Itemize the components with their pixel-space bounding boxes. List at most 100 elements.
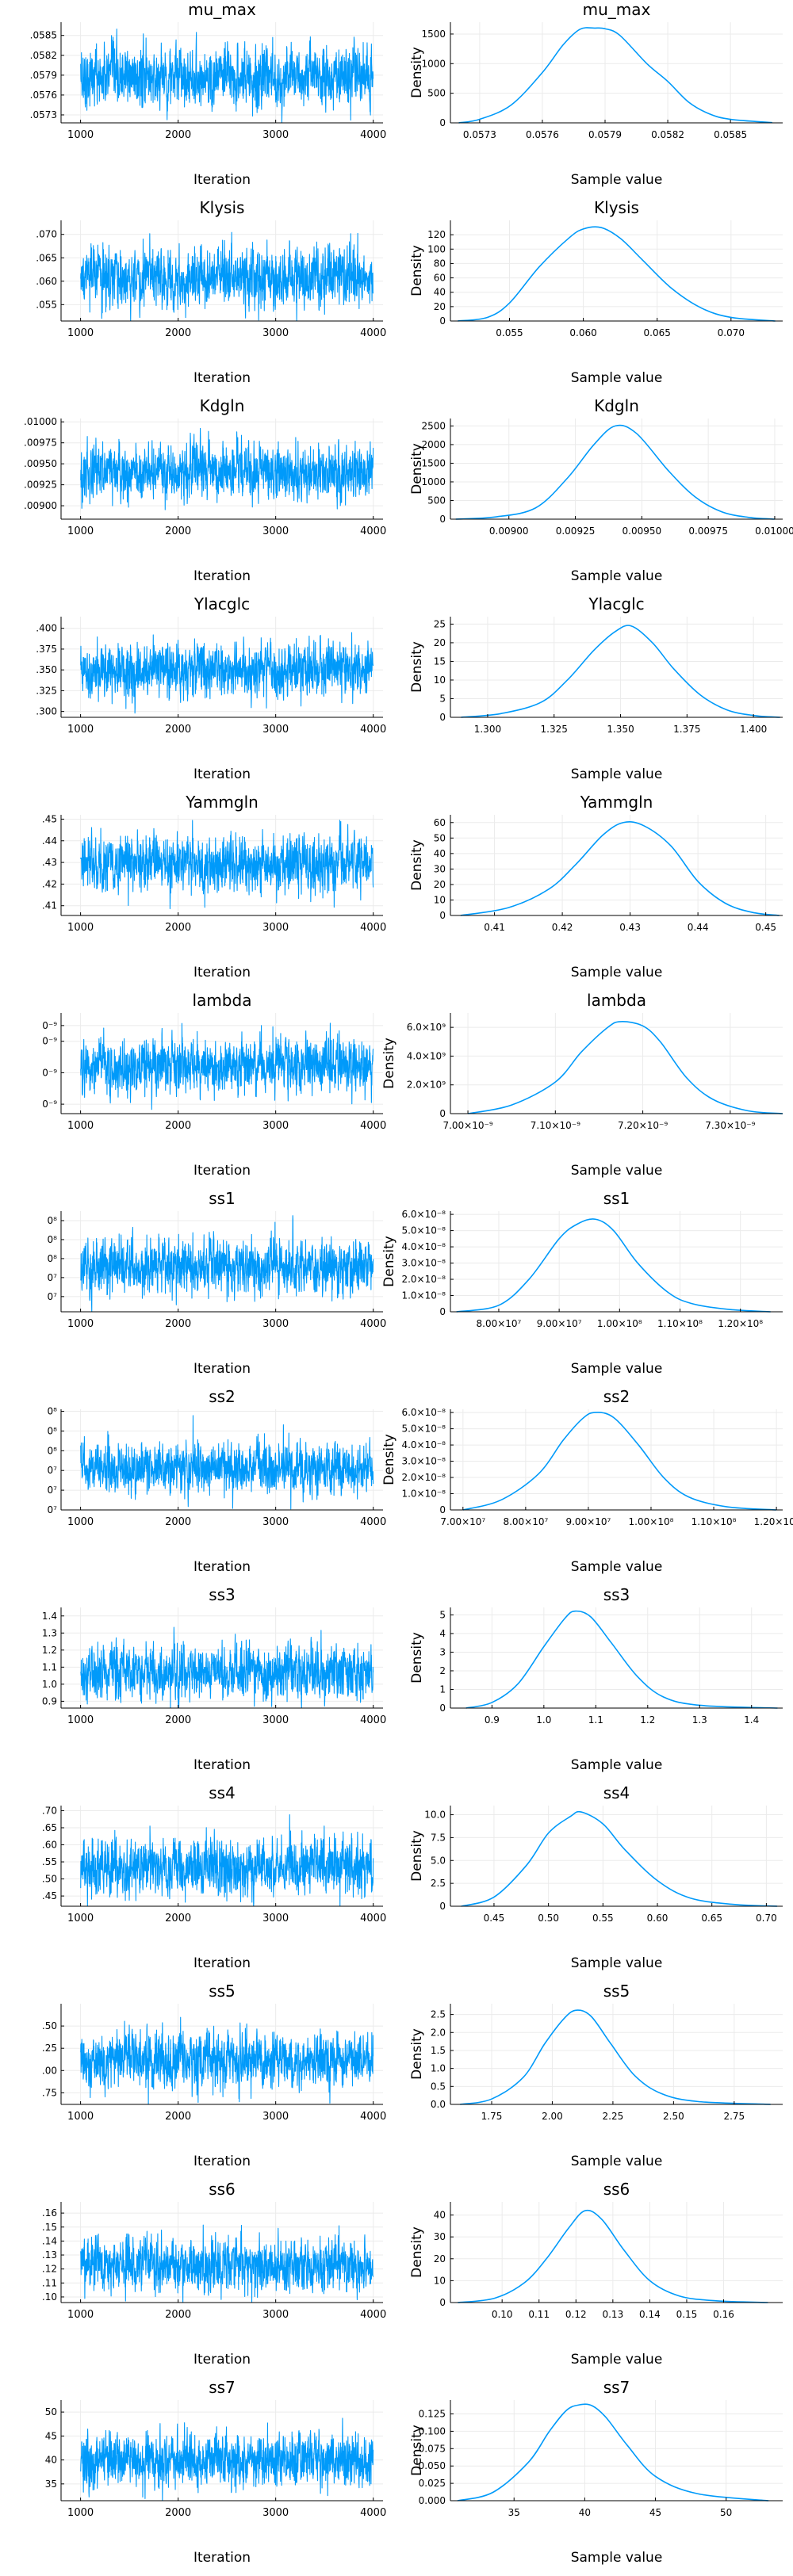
trace-x-axis-label: Iteration: [193, 370, 251, 386]
trace-x-tick-label: 2000: [165, 922, 191, 934]
trace-y-tick-label: 40: [45, 2455, 57, 2466]
trace-y-tick-label: .00900: [24, 500, 57, 511]
trace-x-tick-label: 2000: [165, 129, 191, 141]
density-x-tick-label: 9.00×10⁷: [565, 1516, 611, 1527]
trace-series-line: [80, 29, 374, 124]
density-x-tick-label: 1.375: [673, 724, 700, 735]
density-y-tick-label: 0.075: [419, 2443, 446, 2454]
trace-y-tick-label: .14: [42, 2235, 57, 2246]
density-x-tick-label: 0.01000: [755, 526, 793, 537]
density-y-tick-label: 0: [439, 910, 446, 921]
density-series-line: [465, 1610, 778, 1709]
density-y-axis-label: Density: [409, 47, 425, 98]
chart-row-ylacglc: Ylacglc 1000 2000 3000 4000 .300 .325 .350 .375.…: [36, 594, 783, 782]
trace-y-tick-label: .00975: [24, 438, 57, 449]
trace-x-tick-label: 4000: [360, 2507, 386, 2519]
density-x-tick-label: 0.60: [647, 1913, 668, 1924]
trace-y-tick-label: 0⁸: [48, 1253, 58, 1264]
trace-y-tick-label: .0576: [30, 90, 57, 101]
density-x-tick-label: 1.00×10⁸: [629, 1516, 674, 1527]
trace-x-axis-label: Iteration: [193, 766, 251, 782]
chart-row-ss5: ss5 1000 2000 3000 4000 .75 .00 .25 .50 Iteration…: [42, 1982, 783, 2169]
density-x-tick-label: 0.070: [718, 327, 745, 338]
trace-y-tick-label: .070: [36, 229, 57, 240]
trace-title: ss3: [209, 1585, 236, 1604]
chart-row-ss4: ss4 1000 2000 3000 4000 .45 .50 .55 .60 .65 .70 Ite…: [42, 1783, 783, 1971]
density-x-tick-label: 0.0573: [463, 129, 496, 140]
trace-series-line: [80, 2224, 374, 2303]
trace-y-tick-label: 1.1: [42, 1661, 57, 1672]
trace-x-tick-label: 1000: [67, 526, 94, 537]
density-x-tick-label: 1.3: [692, 1714, 707, 1726]
trace-series-line: [80, 231, 374, 322]
trace-x-tick-label: 1000: [67, 1913, 94, 1924]
trace-x-tick-label: 3000: [262, 1318, 289, 1330]
trace-x-tick-label: 4000: [360, 724, 386, 736]
density-y-tick-label: 0: [439, 315, 446, 327]
density-plot: ss7 35 40 45 50 0.000 0.025 0.050 0.075 0.100 0.12…: [409, 2378, 783, 2566]
trace-y-tick-label: 0⁷: [48, 1504, 58, 1515]
trace-y-tick-label: .15: [42, 2222, 57, 2233]
density-series-line: [458, 27, 772, 124]
density-x-axis-label: Sample value: [571, 370, 663, 386]
trace-y-tick-label: .55: [42, 1856, 57, 1867]
density-y-tick-label: 1000: [421, 58, 446, 69]
density-y-tick-label: 7.5: [431, 1832, 446, 1843]
density-x-tick-label: 0.42: [552, 922, 573, 933]
trace-plot: ss1 1000 2000 3000 4000 0⁷ 0⁷ 0⁸ 0⁸ 0⁸ Iteration: [48, 1189, 387, 1377]
density-plot: ss3 0.9 1.0 1.1 1.2 1.3 1.4 0 1 2 3 4 5 Density Sample…: [409, 1585, 783, 1773]
density-x-tick-label: 2.25: [603, 2111, 624, 2122]
trace-series-line: [80, 2417, 374, 2501]
density-x-tick-label: 1.75: [481, 2111, 503, 2122]
trace-title: Ylacglc: [193, 594, 250, 613]
trace-x-tick-label: 2000: [165, 1714, 191, 1726]
density-y-tick-label: 6.0×10⁹: [407, 1022, 446, 1033]
density-title: ss5: [603, 1982, 630, 2001]
density-series-line: [456, 1218, 771, 1313]
trace-x-tick-label: 2000: [165, 2111, 191, 2123]
trace-y-tick-label: .0585: [30, 30, 57, 41]
density-title: Ylacglc: [588, 594, 644, 613]
trace-x-axis-label: Iteration: [193, 1163, 251, 1179]
trace-title: ss7: [209, 2378, 236, 2397]
density-x-tick-label: 2.50: [663, 2111, 684, 2122]
density-plot: Yammgln 0.41 0.42 0.43 0.44 0.45 0 10 20 30 40 50 60…: [409, 793, 783, 980]
density-plot: ss2 7.00×10⁷ 8.00×10⁷ 9.00×10⁷ 1.00×10⁸ 1.10×…: [381, 1387, 793, 1575]
density-x-tick-label: 0.060: [569, 327, 596, 338]
density-title: lambda: [587, 991, 646, 1010]
density-x-tick-label: 0.55: [592, 1913, 614, 1924]
trace-plot: Ylacglc 1000 2000 3000 4000 .300 .325 .350 .375.…: [36, 594, 386, 782]
density-y-axis-label: Density: [381, 1236, 397, 1287]
density-y-tick-label: 40: [434, 2210, 446, 2221]
trace-x-axis-label: Iteration: [193, 172, 251, 188]
density-x-tick-label: 8.00×10⁷: [503, 1516, 548, 1527]
density-y-tick-label: 4.0×10⁹: [407, 1050, 446, 1061]
trace-title: ss1: [209, 1189, 236, 1208]
density-y-tick-label: 0: [439, 1703, 446, 1714]
density-y-axis-label: Density: [409, 1830, 425, 1882]
density-y-tick-label: 80: [434, 258, 446, 269]
trace-y-tick-label: .50: [42, 1874, 57, 1885]
density-title: ss7: [603, 2378, 630, 2397]
trace-title: ss6: [209, 2180, 236, 2199]
density-y-tick-label: 50: [434, 832, 446, 843]
density-plot: ss5 1.75 2.00 2.25 2.50 2.75 0.0 0.5 1.0 1.5 2.0 2.…: [409, 1982, 783, 2169]
trace-y-tick-label: 0⁸: [48, 1405, 58, 1416]
trace-x-tick-label: 3000: [262, 526, 289, 537]
chart-row-kdgln: Kdgln 1000 2000 3000 4000 .00900 .00925 .00950.…: [24, 396, 793, 584]
density-plot: Klysis 0.055 0.060 0.065 0.070 0 20 40 60 80 100 12…: [409, 198, 783, 386]
trace-series-line: [80, 1626, 374, 1709]
density-plot: lambda 7.00×10⁻⁹ 7.10×10⁻⁹ 7.20×10⁻⁹ 7.30×10…: [381, 991, 783, 1179]
density-x-axis-label: Sample value: [571, 2154, 663, 2169]
density-y-axis-label: Density: [409, 2028, 425, 2080]
trace-y-tick-label: 1.3: [42, 1627, 57, 1638]
density-x-tick-label: 0.13: [602, 2309, 623, 2320]
density-y-tick-label: 1.0×10⁻⁸: [401, 1290, 446, 1301]
density-x-tick-label: 0.14: [639, 2309, 661, 2320]
density-x-tick-label: 7.10×10⁻⁹: [531, 1120, 580, 1131]
trace-y-tick-label: .12: [42, 2264, 57, 2275]
trace-y-tick-label: 1.4: [42, 1611, 57, 1622]
density-plot: mu_max 0.0573 0.0576 0.0579 0.0582 0.0585 0 500…: [409, 0, 783, 188]
trace-y-tick-label: .0579: [30, 70, 57, 81]
